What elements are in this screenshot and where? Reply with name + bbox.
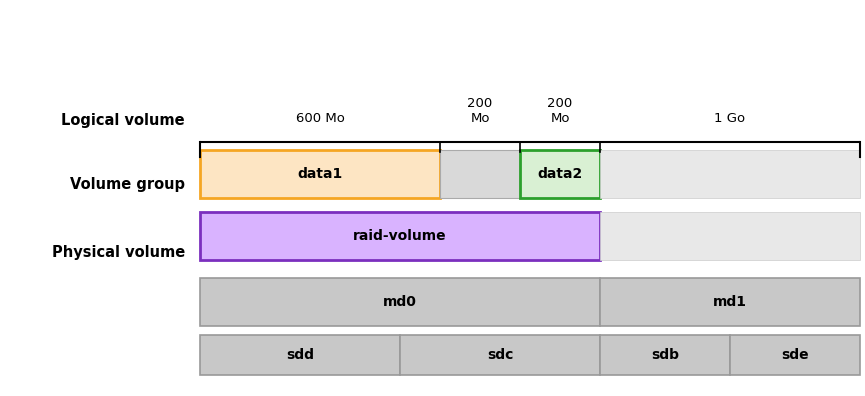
Text: data2: data2 xyxy=(537,167,583,181)
Bar xyxy=(600,278,860,326)
Text: md0: md0 xyxy=(383,295,417,309)
Text: sdd: sdd xyxy=(286,348,314,362)
Text: Volume group: Volume group xyxy=(70,177,185,192)
Bar xyxy=(600,150,860,198)
Bar xyxy=(730,335,860,375)
Text: 200
Mo: 200 Mo xyxy=(548,97,573,125)
Text: data1: data1 xyxy=(298,167,343,181)
Text: Physical volume: Physical volume xyxy=(52,244,185,259)
Bar xyxy=(200,335,400,375)
Text: raid-volume: raid-volume xyxy=(353,229,447,243)
Bar xyxy=(200,150,440,198)
Bar xyxy=(440,150,520,198)
Text: 1 Go: 1 Go xyxy=(714,112,746,125)
Text: sdb: sdb xyxy=(651,348,679,362)
Bar xyxy=(600,212,860,260)
Text: 200
Mo: 200 Mo xyxy=(467,97,493,125)
Text: sde: sde xyxy=(781,348,809,362)
Text: md1: md1 xyxy=(713,295,747,309)
Text: sdc: sdc xyxy=(487,348,513,362)
Bar xyxy=(520,150,600,198)
Bar xyxy=(200,212,600,260)
Bar xyxy=(200,278,600,326)
Text: 600 Mo: 600 Mo xyxy=(296,112,344,125)
Bar xyxy=(400,335,600,375)
Text: Logical volume: Logical volume xyxy=(61,112,185,128)
Bar xyxy=(600,335,730,375)
